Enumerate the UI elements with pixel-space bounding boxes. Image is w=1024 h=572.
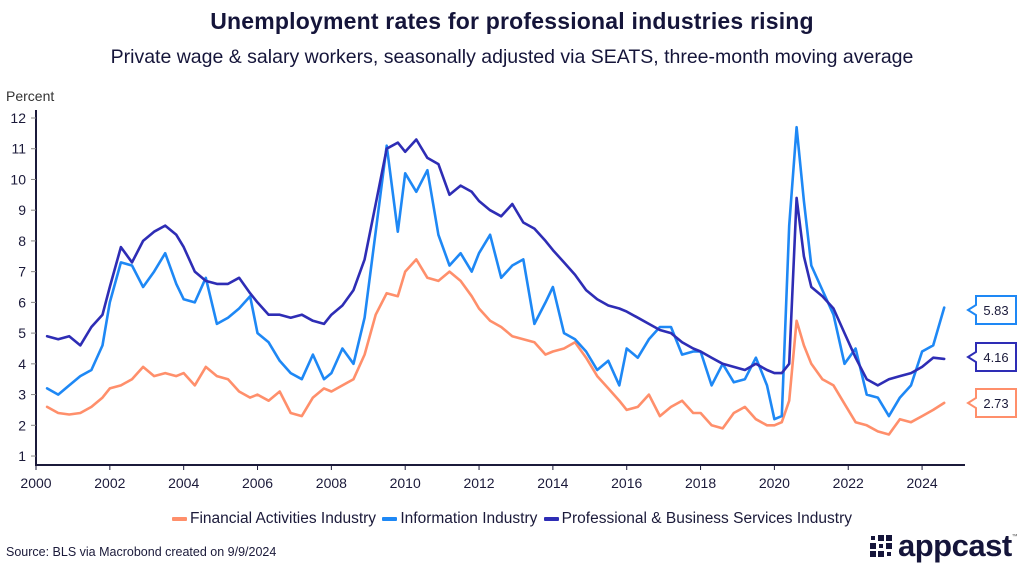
x-tick-label: 2010: [390, 475, 421, 491]
series-line-financial-activities: [45, 258, 946, 436]
y-tick-label: 8: [18, 233, 26, 249]
legend-swatch-information: [382, 517, 398, 521]
y-tick-label: 12: [10, 110, 26, 126]
end-label-box-information: [966, 295, 1017, 325]
x-axis: 2000 2002 2004 2006 2008 2010 2012 2014 2016 2018…: [20, 464, 965, 491]
x-tick-label: 2022: [833, 475, 864, 491]
x-tick-label: 2006: [242, 475, 273, 491]
x-tick-label: 2014: [537, 475, 568, 491]
legend-item-financial[interactable]: Financial Activities Industry: [171, 510, 377, 528]
source-note: Source: BLS via Macrobond created on 9/9…: [6, 545, 277, 559]
y-tick-label: 11: [11, 141, 26, 157]
legend-swatch-professional: [543, 517, 559, 521]
series-line-professional-business-services: [45, 138, 946, 387]
y-tick-label: 1: [18, 448, 26, 464]
y-tick-label: 6: [18, 294, 26, 310]
end-value-label-professional-business-services: 4.16: [983, 350, 1008, 365]
x-tick-label: 2002: [94, 475, 125, 491]
x-tick-label: 2004: [168, 475, 199, 491]
y-tick-label: 3: [18, 387, 26, 403]
y-tick-label: 5: [18, 325, 26, 341]
x-tick-label: 2018: [685, 475, 716, 491]
legend-label-information: Information Industry: [400, 510, 538, 527]
logo-text: appcast: [898, 528, 1012, 563]
legend-item-information[interactable]: Information Industry: [382, 510, 537, 528]
legend-label-professional: Professional & Business Services Industr…: [561, 510, 852, 527]
y-tick-label: 7: [18, 264, 26, 280]
y-tick-label: 4: [18, 356, 26, 372]
legend: Financial Activities Industry Informatio…: [0, 508, 1024, 528]
end-label-box-financial-activities: [966, 388, 1017, 418]
chart-subtitle: Private wage & salary workers, seasonall…: [110, 46, 914, 68]
legend-swatch-financial: [171, 517, 187, 521]
y-tick-label: 9: [18, 202, 26, 218]
end-value-label-information: 5.83: [983, 303, 1008, 318]
end-value-labels: 5.83 4.16 2.73: [966, 295, 1017, 418]
appcast-logo: appcast ™: [870, 528, 1018, 564]
logo-grid-icon: [870, 535, 892, 557]
x-tick-label: 2016: [611, 475, 642, 491]
y-tick-label: 10: [10, 171, 26, 187]
x-tick-label: 2024: [907, 475, 938, 491]
legend-item-professional[interactable]: Professional & Business Services Industr…: [543, 510, 852, 528]
chart-title: Unemployment rates for professional indu…: [210, 8, 814, 34]
x-tick-label: 2020: [759, 475, 790, 491]
series-line-information: [45, 125, 946, 421]
series-lines: [45, 125, 946, 436]
end-label-box-professional-business-services: [966, 342, 1017, 372]
x-tick-label: 2008: [316, 475, 347, 491]
logo-trademark: ™: [1011, 534, 1018, 540]
y-tick-label: 2: [18, 417, 26, 433]
x-tick-label: 2000: [20, 475, 51, 491]
end-value-label-financial-activities: 2.73: [983, 396, 1008, 411]
y-axis-label: Percent: [6, 88, 55, 104]
legend-label-financial: Financial Activities Industry: [189, 510, 377, 527]
x-tick-label: 2012: [463, 475, 494, 491]
